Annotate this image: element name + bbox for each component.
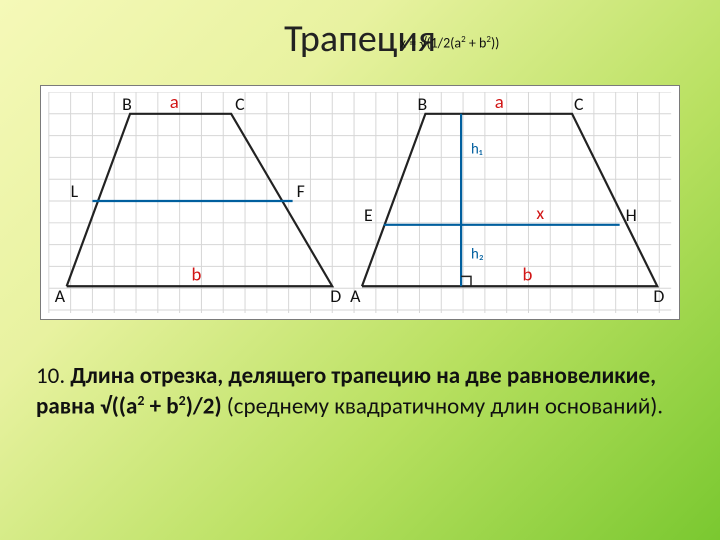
body-bold-end: )/2) [186, 393, 222, 421]
side-b-left: b [192, 263, 202, 286]
vertex-L: L [71, 180, 79, 202]
vertex-B-left: B [122, 93, 132, 115]
segment-x-label: x [536, 202, 544, 224]
side-a-left: a [170, 92, 179, 114]
body-sup2: 2 [179, 392, 186, 409]
trapezoid-diagram: A B C D L F a b A B C D E H a [47, 92, 673, 313]
vertex-E: E [364, 204, 373, 226]
vertex-D-left: D [330, 285, 341, 307]
trapezoid-right-outline [362, 114, 657, 286]
formula-top: x = √(1/2(a2 + b2)) [400, 34, 499, 52]
formula-prefix: x = √(1/2(a [400, 35, 461, 52]
vertex-C-right: C [574, 93, 584, 115]
body-bold-mid: + b [144, 393, 178, 421]
side-b-right: b [523, 263, 533, 286]
body-tail: (среднему квадратичному длин оснований). [222, 393, 664, 421]
side-a-right: a [495, 92, 504, 114]
body-paragraph: 10. Длина отрезка, делящего трапецию на … [36, 362, 684, 422]
height-h1-label: h₁ [471, 139, 483, 157]
item-number: 10. [36, 362, 70, 390]
vertex-D-right: D [653, 285, 664, 307]
height-h2-label: h₂ [471, 244, 484, 262]
vertex-A-left: A [55, 285, 66, 307]
vertex-H: H [626, 204, 637, 226]
trapezoid-left: A B C D L F a b [55, 92, 342, 307]
diagram-container: A B C D L F a b A B C D E H a [40, 85, 680, 320]
vertex-C-left: C [235, 93, 245, 115]
vertex-F: F [297, 180, 305, 202]
vertex-A-right: A [350, 285, 361, 307]
diagram-svg-wrap: A B C D L F a b A B C D E H a [47, 92, 673, 313]
formula-suffix: )) [491, 35, 500, 52]
formula-mid: + b [466, 35, 487, 52]
vertex-B-right: B [417, 93, 427, 115]
